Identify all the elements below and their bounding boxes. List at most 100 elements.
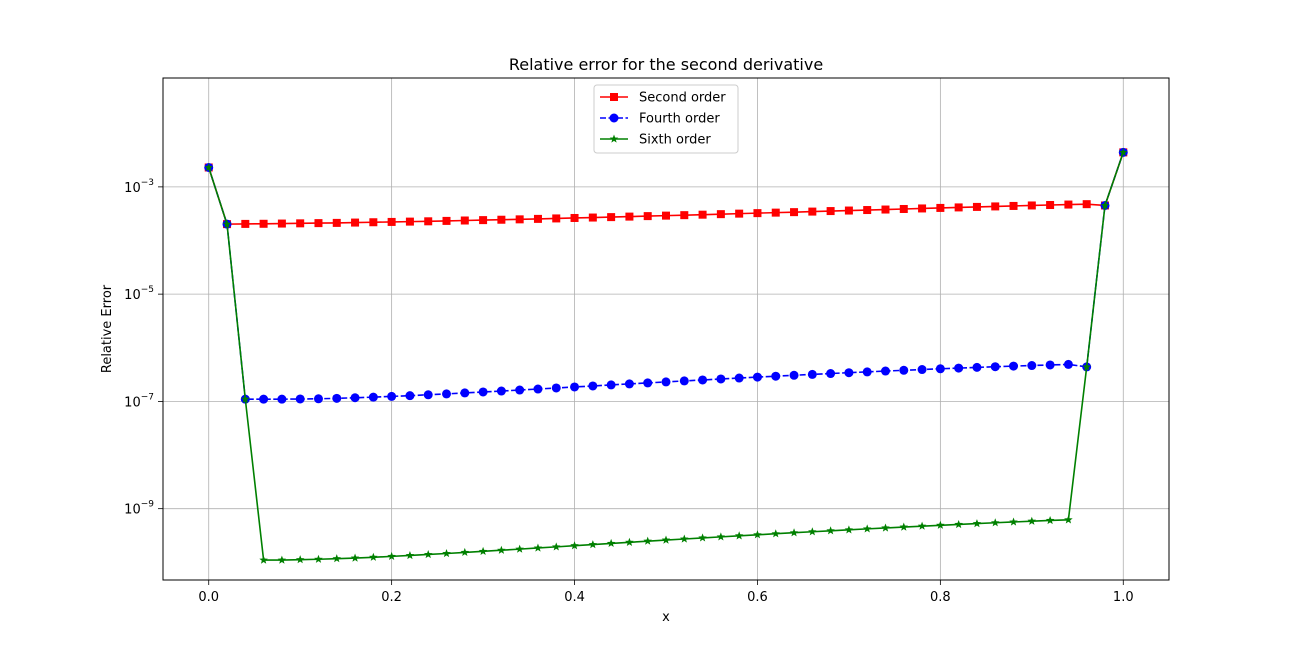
data-point-second-order <box>863 206 872 215</box>
data-point-sixth-order <box>789 528 799 537</box>
data-point-sixth-order <box>954 519 963 529</box>
data-point-second-order <box>460 216 469 225</box>
data-point-fourth-order <box>277 394 287 404</box>
data-point-sixth-order <box>734 531 744 540</box>
y-tick-base: 10 <box>124 181 141 196</box>
data-point-sixth-order <box>881 523 890 532</box>
data-point-second-order <box>662 211 670 220</box>
data-point-fourth-order <box>716 374 726 384</box>
data-point-fourth-order <box>789 370 799 380</box>
x-tick-label: 0.4 <box>564 590 585 605</box>
data-point-sixth-order <box>753 530 762 539</box>
data-point-second-order <box>1009 201 1018 210</box>
y-tick-exponent: −9 <box>141 500 155 510</box>
data-point-sixth-order <box>606 538 616 548</box>
data-point-fourth-order <box>1027 361 1037 371</box>
data-point-second-order <box>753 209 762 218</box>
data-point-fourth-order <box>442 389 452 399</box>
data-point-second-order <box>735 209 744 218</box>
x-axis-label: x <box>662 610 670 625</box>
data-point-second-order <box>936 203 945 212</box>
data-point-sixth-order <box>295 555 305 564</box>
y-tick-exponent: −5 <box>141 285 154 295</box>
data-point-fourth-order <box>935 364 945 374</box>
data-point-fourth-order <box>496 386 506 396</box>
data-point-sixth-order <box>1009 517 1018 526</box>
x-tick-label: 0.6 <box>747 590 768 605</box>
data-point-sixth-order <box>862 524 872 533</box>
x-tick-label: 0.0 <box>198 590 219 605</box>
data-point-second-order <box>351 218 360 227</box>
data-point-sixth-order <box>332 554 342 563</box>
y-tick-base: 10 <box>124 395 141 410</box>
data-point-fourth-order <box>880 366 890 376</box>
data-point-fourth-order <box>826 369 836 379</box>
data-point-sixth-order <box>259 555 268 564</box>
data-point-sixth-order <box>1045 515 1055 525</box>
data-point-fourth-order <box>313 394 323 404</box>
data-point-sixth-order <box>771 529 781 538</box>
data-point-sixth-order <box>1064 515 1073 524</box>
data-point-fourth-order <box>368 392 378 402</box>
data-point-sixth-order <box>460 547 470 557</box>
data-point-second-order <box>332 218 341 227</box>
data-point-sixth-order <box>515 544 524 553</box>
data-point-second-order <box>277 219 286 228</box>
data-point-fourth-order <box>862 367 872 377</box>
x-tick-label: 1.0 <box>1113 590 1134 605</box>
data-point-sixth-order <box>405 550 415 560</box>
x-tick-label: 0.8 <box>930 590 951 605</box>
data-point-sixth-order <box>423 549 433 559</box>
data-point-second-order <box>826 207 835 216</box>
data-point-fourth-order <box>661 377 671 387</box>
axis-ticks: 0.0 0.2 0.4 0.6 0.8 1.010−310−510−710−9 <box>124 178 1133 605</box>
data-point-second-order <box>497 215 506 224</box>
data-point-second-order <box>1064 200 1073 209</box>
chart-title: Relative error for the second derivative <box>509 55 823 74</box>
data-point-fourth-order <box>606 380 616 390</box>
x-tick-label: 0.2 <box>381 590 402 605</box>
data-point-second-order <box>625 212 634 221</box>
data-point-fourth-order <box>295 394 305 404</box>
y-tick-base: 10 <box>124 288 141 303</box>
data-point-sixth-order <box>972 519 982 528</box>
data-point-fourth-order <box>570 382 580 392</box>
data-point-second-order <box>387 217 396 226</box>
data-point-sixth-order <box>899 522 909 531</box>
legend-label: Fourth order <box>639 112 720 127</box>
data-point-second-order <box>808 207 817 216</box>
data-point-fourth-order <box>460 388 470 398</box>
data-point-sixth-order <box>844 525 854 534</box>
series-layer <box>204 147 1128 564</box>
data-point-sixth-order <box>241 394 250 403</box>
data-point-sixth-order <box>350 553 360 562</box>
data-point-second-order <box>552 214 561 223</box>
data-point-second-order <box>369 218 378 227</box>
grid-lines <box>163 78 1169 580</box>
legend-item-fourth-order: Fourth order <box>600 112 720 127</box>
data-point-sixth-order <box>369 552 378 561</box>
y-tick-label: 10−9 <box>124 500 154 518</box>
data-point-second-order <box>716 210 725 219</box>
data-point-sixth-order <box>661 535 671 544</box>
data-point-sixth-order <box>478 546 488 555</box>
legend-marker <box>609 113 619 123</box>
data-point-second-order <box>918 204 927 213</box>
data-point-sixth-order <box>716 532 726 541</box>
legend-marker <box>610 93 618 101</box>
data-point-fourth-order <box>807 369 817 379</box>
data-point-second-order <box>899 204 908 213</box>
data-point-fourth-order <box>624 379 634 389</box>
data-point-second-order <box>991 202 1000 211</box>
data-point-sixth-order <box>990 518 1000 527</box>
data-point-fourth-order <box>423 390 433 400</box>
data-point-sixth-order <box>588 540 598 549</box>
legend-marker <box>609 134 619 143</box>
data-point-second-order <box>296 219 305 228</box>
data-point-sixth-order <box>277 555 287 564</box>
data-point-second-order <box>680 211 689 220</box>
data-point-second-order <box>314 219 323 228</box>
data-point-second-order <box>643 212 652 221</box>
data-point-second-order <box>607 213 616 222</box>
data-point-second-order <box>771 208 780 217</box>
